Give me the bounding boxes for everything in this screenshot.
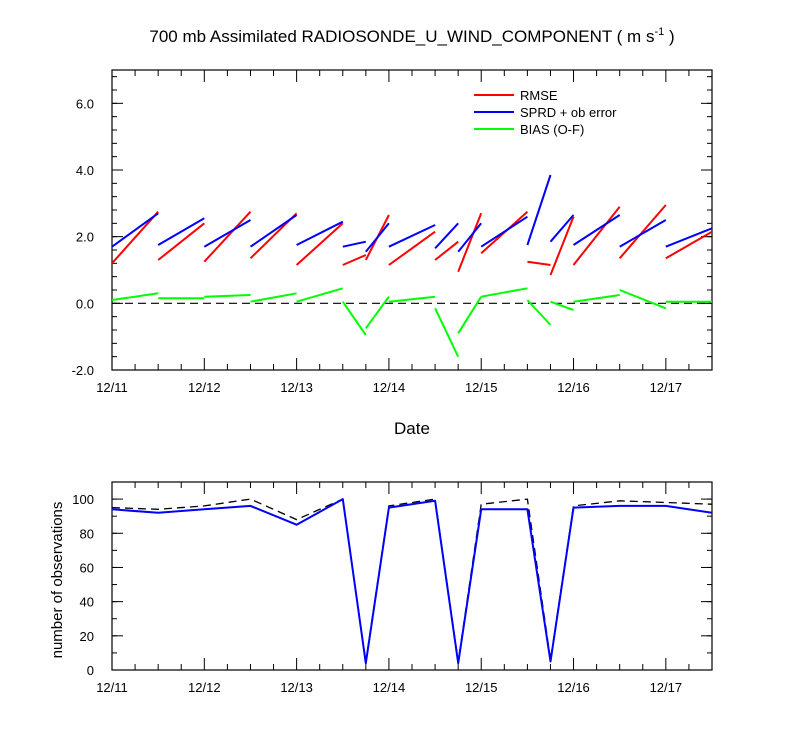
sprd-segment xyxy=(572,214,621,246)
legend: RMSE SPRD + ob error BIAS (O-F) xyxy=(474,88,617,137)
chart-title: 700 mb Assimilated RADIOSONDE_U_WIND_COM… xyxy=(149,26,674,46)
y-tick-label: -2.0 xyxy=(72,363,94,378)
sprd-segment xyxy=(526,174,552,246)
x-axis-label: Date xyxy=(394,419,430,438)
bias-segment xyxy=(250,292,297,303)
x-tick-label: 12/11 xyxy=(96,680,128,695)
legend-label-sprd: SPRD + ob error xyxy=(520,105,617,120)
rmse-segment xyxy=(572,206,621,266)
x-tick-label: 12/14 xyxy=(373,680,406,695)
bias-segment xyxy=(296,287,344,303)
chart-title-main: 700 mb Assimilated RADIOSONDE_U_WIND_COM… xyxy=(149,27,654,46)
y-tick-label: 0.0 xyxy=(76,296,94,311)
rmse-segment xyxy=(295,222,344,266)
y-tick-label: 6.0 xyxy=(76,96,94,111)
sprd-segment xyxy=(388,224,436,248)
y-tick-label: 60 xyxy=(80,560,94,575)
rmse-segment xyxy=(457,212,483,273)
x-tick-label: 12/16 xyxy=(557,680,590,695)
x-tick-label: 12/12 xyxy=(188,680,221,695)
bias-segment xyxy=(573,294,620,303)
bias-segment xyxy=(341,301,367,336)
rmse-segment xyxy=(527,260,551,266)
y-tick-label: 40 xyxy=(80,595,94,610)
rmse-segment xyxy=(549,216,575,276)
rmse-segment xyxy=(112,211,159,264)
sprd-segment xyxy=(434,222,459,249)
rmse-segment xyxy=(157,222,205,261)
bias-segment xyxy=(364,296,390,329)
bias-segment xyxy=(526,299,552,326)
legend-label-bias: BIAS (O-F) xyxy=(520,122,584,137)
y-axis-label: number of observations xyxy=(49,502,66,659)
y-tick-label: 80 xyxy=(80,526,94,541)
sprd-segment xyxy=(457,222,482,253)
x-tick-label: 12/17 xyxy=(650,380,683,395)
bias-segment xyxy=(619,289,667,310)
series-obs-used xyxy=(111,498,713,665)
rmse-segment xyxy=(434,240,459,261)
sprd-segment xyxy=(342,240,367,248)
x-tick-label: 12/12 xyxy=(188,380,221,395)
bias-segment xyxy=(550,300,574,311)
x-tick-label: 12/13 xyxy=(280,680,313,695)
sprd-segment xyxy=(365,222,390,253)
top-chart: 12/11 12/12 12/13 12/14 12/15 12/16 12/17 -2.0 0… xyxy=(72,69,713,438)
bias-segment xyxy=(388,295,436,303)
y-tick-label: 4.0 xyxy=(76,163,94,178)
x-tick-label: 12/16 xyxy=(557,380,590,395)
chart-title-superscript: -1 xyxy=(654,26,664,38)
bias-segment xyxy=(457,296,483,334)
rmse-segment xyxy=(388,230,436,266)
sprd-segment xyxy=(549,214,575,243)
bias-segment xyxy=(481,287,528,298)
bottom-chart: 12/11 12/12 12/13 12/14 12/15 12/16 12/17 0 20 40… xyxy=(49,481,713,695)
y-tick-label: 2.0 xyxy=(76,230,94,245)
sprd-segment xyxy=(203,219,252,248)
rmse-segment xyxy=(203,211,252,263)
rmse-segment xyxy=(618,204,667,259)
rmse-segment xyxy=(342,254,367,266)
series-obs-possible xyxy=(111,498,713,663)
y-tick-label: 20 xyxy=(80,629,94,644)
sprd-segment xyxy=(665,227,712,248)
bias-segment xyxy=(204,294,251,298)
y-tick-label: 0 xyxy=(87,663,94,678)
sprd-segment xyxy=(296,220,344,246)
sprd-segment xyxy=(112,212,159,248)
series-sprd xyxy=(112,174,712,253)
sprd-segment xyxy=(619,219,667,248)
y-tick-label: 100 xyxy=(72,492,94,507)
series-rmse xyxy=(112,204,712,276)
legend-label-rmse: RMSE xyxy=(520,88,558,103)
x-tick-label: 12/15 xyxy=(465,380,498,395)
sprd-segment xyxy=(157,217,205,246)
x-tick-label: 12/17 xyxy=(650,680,683,695)
x-tick-label: 12/11 xyxy=(96,380,128,395)
x-tick-label: 12/15 xyxy=(465,680,498,695)
rmse-segment xyxy=(665,230,712,260)
sprd-segment xyxy=(480,215,528,248)
bias-segment xyxy=(434,307,460,358)
bias-segment xyxy=(112,292,159,301)
chart-title-end: ) xyxy=(664,27,674,46)
x-tick-label: 12/14 xyxy=(373,380,406,395)
sprd-segment xyxy=(249,214,298,248)
x-tick-label: 12/13 xyxy=(280,380,313,395)
series-bias xyxy=(112,287,712,358)
